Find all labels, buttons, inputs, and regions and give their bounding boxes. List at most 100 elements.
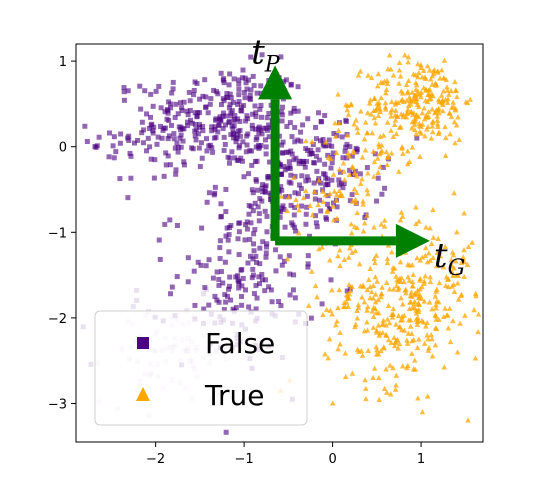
data-point-true xyxy=(423,323,429,329)
data-point-false xyxy=(199,155,205,161)
data-point-false xyxy=(286,159,292,165)
data-point-true xyxy=(415,308,422,314)
data-point-false xyxy=(289,220,295,226)
data-point-false xyxy=(278,171,284,177)
data-point-false xyxy=(171,136,177,142)
data-point-false xyxy=(241,174,247,180)
data-point-true xyxy=(422,74,428,80)
data-point-true xyxy=(342,350,349,356)
data-point-true xyxy=(393,372,400,378)
data-point-true xyxy=(384,119,391,125)
data-point-false xyxy=(139,119,145,125)
data-point-true xyxy=(399,301,406,307)
data-point-true xyxy=(444,84,450,90)
data-point-true xyxy=(444,87,451,93)
y-tick-label: −1 xyxy=(48,226,67,241)
data-point-true xyxy=(335,305,341,311)
data-point-true xyxy=(436,99,443,105)
data-point-true xyxy=(417,153,423,160)
data-point-true xyxy=(420,84,427,91)
data-point-true xyxy=(364,319,370,325)
data-point-true xyxy=(451,190,457,196)
data-point-false xyxy=(163,150,169,156)
data-point-true xyxy=(433,286,440,292)
data-point-true xyxy=(393,321,399,327)
data-point-false xyxy=(325,182,331,188)
data-point-false xyxy=(236,92,242,98)
data-point-true xyxy=(370,295,377,301)
data-point-true xyxy=(320,198,327,205)
data-point-true xyxy=(397,259,404,265)
data-point-true xyxy=(434,117,441,123)
data-point-true xyxy=(311,188,318,194)
data-point-true xyxy=(364,307,370,313)
data-point-false xyxy=(224,293,230,299)
data-point-false xyxy=(339,134,345,140)
data-point-false xyxy=(326,137,332,143)
data-point-true xyxy=(402,287,408,293)
data-point-false xyxy=(305,148,311,154)
data-point-false xyxy=(300,122,306,128)
data-point-true xyxy=(278,193,285,199)
data-point-false xyxy=(231,76,237,82)
data-point-false xyxy=(251,241,257,247)
data-point-true xyxy=(399,317,406,323)
data-point-false xyxy=(180,138,186,144)
data-point-true xyxy=(415,300,422,306)
data-point-false xyxy=(246,304,252,310)
data-point-false xyxy=(88,361,94,367)
data-point-false xyxy=(288,148,294,154)
data-point-false xyxy=(244,226,250,232)
data-point-true xyxy=(336,166,343,172)
data-point-false xyxy=(163,162,169,168)
data-point-true xyxy=(439,97,446,103)
data-point-true xyxy=(443,274,450,280)
data-point-true xyxy=(370,324,377,330)
data-point-true xyxy=(354,346,361,352)
data-point-true xyxy=(337,247,343,253)
data-point-true xyxy=(423,113,430,120)
data-point-false xyxy=(253,253,259,259)
data-point-true xyxy=(364,212,370,218)
data-point-false xyxy=(247,96,253,102)
data-point-false xyxy=(297,158,303,164)
data-point-true xyxy=(370,313,377,319)
data-point-false xyxy=(293,228,299,234)
data-point-true xyxy=(308,268,315,274)
data-point-true xyxy=(407,323,414,329)
data-point-false xyxy=(239,302,245,308)
data-point-true xyxy=(370,282,377,288)
data-point-false xyxy=(148,156,154,162)
data-point-false xyxy=(242,75,248,81)
data-point-true xyxy=(347,245,353,251)
data-point-true xyxy=(440,108,446,114)
data-point-true xyxy=(436,110,442,116)
data-point-true xyxy=(371,158,378,165)
data-point-true xyxy=(333,197,339,203)
data-point-true xyxy=(381,223,388,229)
data-point-true xyxy=(284,256,291,262)
data-point-false xyxy=(273,268,279,274)
data-point-false xyxy=(166,99,172,105)
data-point-false xyxy=(140,140,146,146)
data-point-false xyxy=(207,101,213,107)
data-point-true xyxy=(452,258,459,264)
data-point-false xyxy=(169,284,175,290)
data-point-false xyxy=(313,220,319,226)
data-point-true xyxy=(380,317,387,323)
data-point-false xyxy=(251,83,257,89)
data-point-true xyxy=(396,341,403,347)
data-point-true xyxy=(372,260,378,266)
data-point-true xyxy=(349,249,355,255)
data-point-true xyxy=(322,192,329,198)
data-point-false xyxy=(250,73,256,79)
data-point-false xyxy=(185,279,191,285)
data-point-true xyxy=(454,280,461,286)
data-point-true xyxy=(330,217,337,223)
data-point-true xyxy=(390,133,397,139)
data-point-false xyxy=(289,151,295,157)
data-point-true xyxy=(411,298,418,304)
data-point-true xyxy=(405,274,411,280)
data-point-false xyxy=(344,288,350,294)
data-point-true xyxy=(434,113,440,119)
